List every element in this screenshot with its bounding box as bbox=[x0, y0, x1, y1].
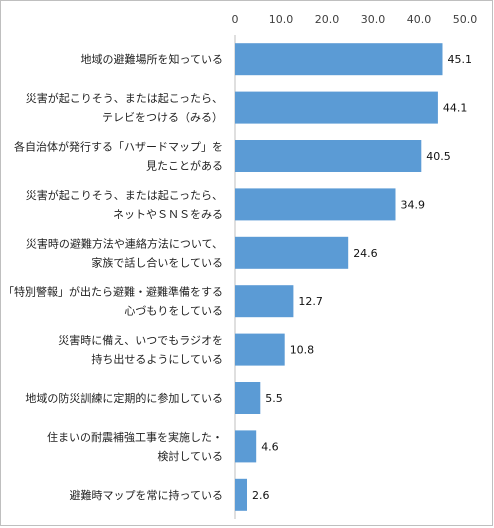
bar bbox=[235, 43, 443, 76]
bar bbox=[235, 478, 247, 511]
category-label-line: 災害が起こりそう、または起こったら、 bbox=[26, 91, 223, 105]
category-label: 地域の防災訓練に定期的に参加している bbox=[25, 391, 223, 405]
category-label: 災害時の避難方法や連絡方法について、家族で話し合いをしている bbox=[26, 236, 223, 269]
category-label-line: 見たことがある bbox=[146, 159, 223, 173]
category-label: 「特別警報」が出たら避難・避難準備をする心づもりをしている bbox=[3, 285, 223, 318]
category-label-line: 地域の避難場所を知っている bbox=[81, 52, 223, 66]
category-label-line: 災害が起こりそう、または起こったら、 bbox=[26, 188, 223, 202]
category-label: 避難時マップを常に持っている bbox=[70, 488, 223, 502]
category-label-line: 検討している bbox=[157, 449, 223, 463]
value-labels: 45.1 44.1 40.5 34.9 24.6 12.7 10.8 5.5 4.6 2.6 bbox=[252, 53, 472, 502]
x-tick-label: 10.0 bbox=[269, 13, 294, 26]
category-label: 地域の避難場所を知っている bbox=[81, 52, 223, 66]
category-label: 各自治体が発行する「ハザードマップ」を見たことがある bbox=[14, 140, 223, 173]
category-label-line: 持ち出せるようにしている bbox=[91, 352, 223, 366]
x-tick-label: 50.0 bbox=[453, 13, 478, 26]
data-label: 2.6 bbox=[252, 489, 270, 502]
category-label-line: 心づもりをしている bbox=[124, 305, 223, 318]
category-label-line: 「特別警報」が出たら避難・避難準備をする bbox=[3, 285, 223, 299]
x-tick-label: 20.0 bbox=[315, 13, 340, 26]
category-labels: 地域の避難場所を知っている災害が起こりそう、または起こったら、テレビをつける（み… bbox=[3, 52, 223, 502]
data-label: 24.6 bbox=[353, 247, 378, 260]
x-tick-label: 0 bbox=[232, 13, 239, 26]
category-label-line: 住まいの耐震補強工事を実施した・ bbox=[47, 430, 223, 444]
data-label: 44.1 bbox=[443, 102, 468, 115]
bar bbox=[235, 188, 396, 221]
bar bbox=[235, 382, 261, 414]
category-label-line: 地域の防災訓練に定期的に参加している bbox=[25, 391, 223, 405]
bar bbox=[235, 91, 438, 124]
data-label: 40.5 bbox=[426, 150, 451, 163]
category-label: 災害が起こりそう、または起こったら、テレビをつける（みる） bbox=[26, 91, 223, 124]
data-label: 4.6 bbox=[261, 440, 279, 453]
category-label-line: 災害時に備え、いつでもラジオを bbox=[58, 333, 223, 347]
category-label-line: 災害時の避難方法や連絡方法について、 bbox=[26, 236, 223, 250]
category-label: 災害が起こりそう、または起こったら、ネットやＳＮＳをみる bbox=[26, 188, 223, 221]
category-label-line: 各自治体が発行する「ハザードマップ」を bbox=[14, 140, 223, 154]
data-label: 10.8 bbox=[290, 344, 315, 357]
bar bbox=[235, 140, 422, 172]
data-label: 45.1 bbox=[448, 53, 473, 66]
bar bbox=[235, 333, 285, 366]
data-label: 34.9 bbox=[401, 198, 426, 211]
data-label: 12.7 bbox=[298, 295, 323, 308]
x-tick-label: 30.0 bbox=[361, 13, 386, 26]
category-label: 災害時に備え、いつでもラジオを持ち出せるようにしている bbox=[58, 333, 223, 366]
bar bbox=[235, 430, 257, 463]
bar bbox=[235, 285, 294, 318]
category-label-line: 家族で話し合いをしている bbox=[91, 255, 223, 269]
bar bbox=[235, 236, 349, 269]
bars bbox=[235, 43, 443, 511]
x-tick-label: 40.0 bbox=[407, 13, 432, 26]
category-label-line: 避難時マップを常に持っている bbox=[70, 488, 223, 502]
data-label: 5.5 bbox=[265, 392, 283, 405]
category-label-line: ネットやＳＮＳをみる bbox=[113, 208, 223, 221]
x-axis-ticks: 0 10.0 20.0 30.0 40.0 50.0 bbox=[232, 13, 478, 26]
category-label-line: テレビをつける（みる） bbox=[102, 111, 223, 124]
category-label: 住まいの耐震補強工事を実施した・検討している bbox=[47, 430, 223, 463]
